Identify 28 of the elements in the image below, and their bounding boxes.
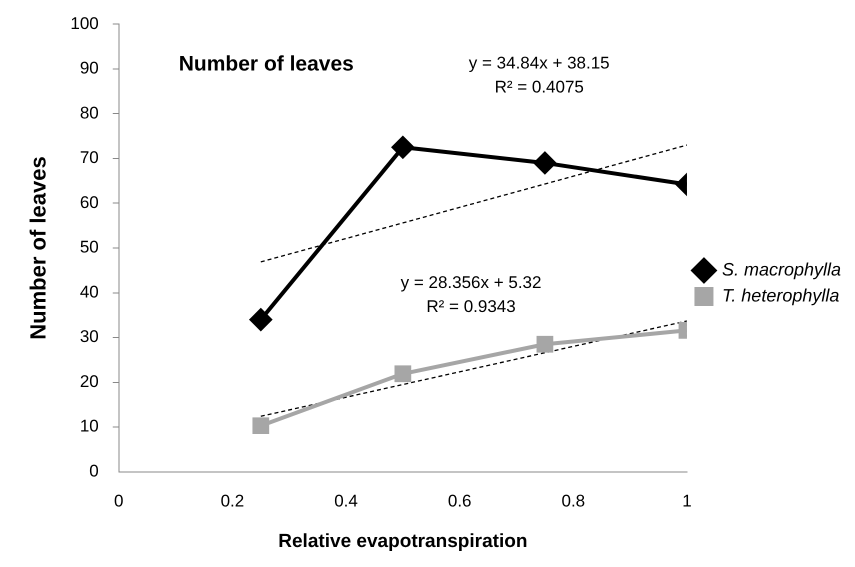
y-tick-label: 70	[80, 148, 99, 168]
x-tick-label: 0	[114, 492, 124, 511]
y-tick-label: 50	[80, 238, 99, 257]
x-tick-label: 0.4	[334, 492, 358, 511]
y-tick-label: 90	[80, 58, 99, 78]
point	[252, 417, 270, 434]
x-tick-label: 0.6	[448, 492, 472, 511]
annotation: y = 28.356x + 5.32 R² = 0.9343	[400, 273, 542, 316]
point	[392, 136, 414, 158]
y-tick-label: 60	[80, 192, 99, 212]
y-tick-label: 40	[80, 282, 99, 302]
legend-label: T. heterophylla	[722, 286, 840, 306]
x-tick-label: 1	[682, 492, 692, 511]
y-tick-label: 20	[80, 372, 99, 391]
legend-label: S. macrophylla	[722, 260, 842, 280]
x-tick-label: 0.2	[220, 492, 244, 511]
x-tick-label: 0.8	[561, 492, 586, 511]
x-axis-title: Relative evapotranspiration	[278, 530, 528, 552]
text: Number of leaves	[178, 52, 354, 76]
y-tick-label: 0	[89, 461, 99, 480]
y-axis-title: Number of leaves	[25, 156, 50, 340]
y-tick-label: 10	[80, 416, 99, 436]
y-tick-label: 80	[80, 103, 99, 122]
annotation: y = 34.84x + 38.15 R² = 0.4075	[468, 54, 610, 97]
y-tick-label: 30	[80, 327, 99, 346]
point	[250, 308, 272, 331]
y-tick-label: 100	[70, 14, 99, 33]
point	[394, 365, 412, 382]
